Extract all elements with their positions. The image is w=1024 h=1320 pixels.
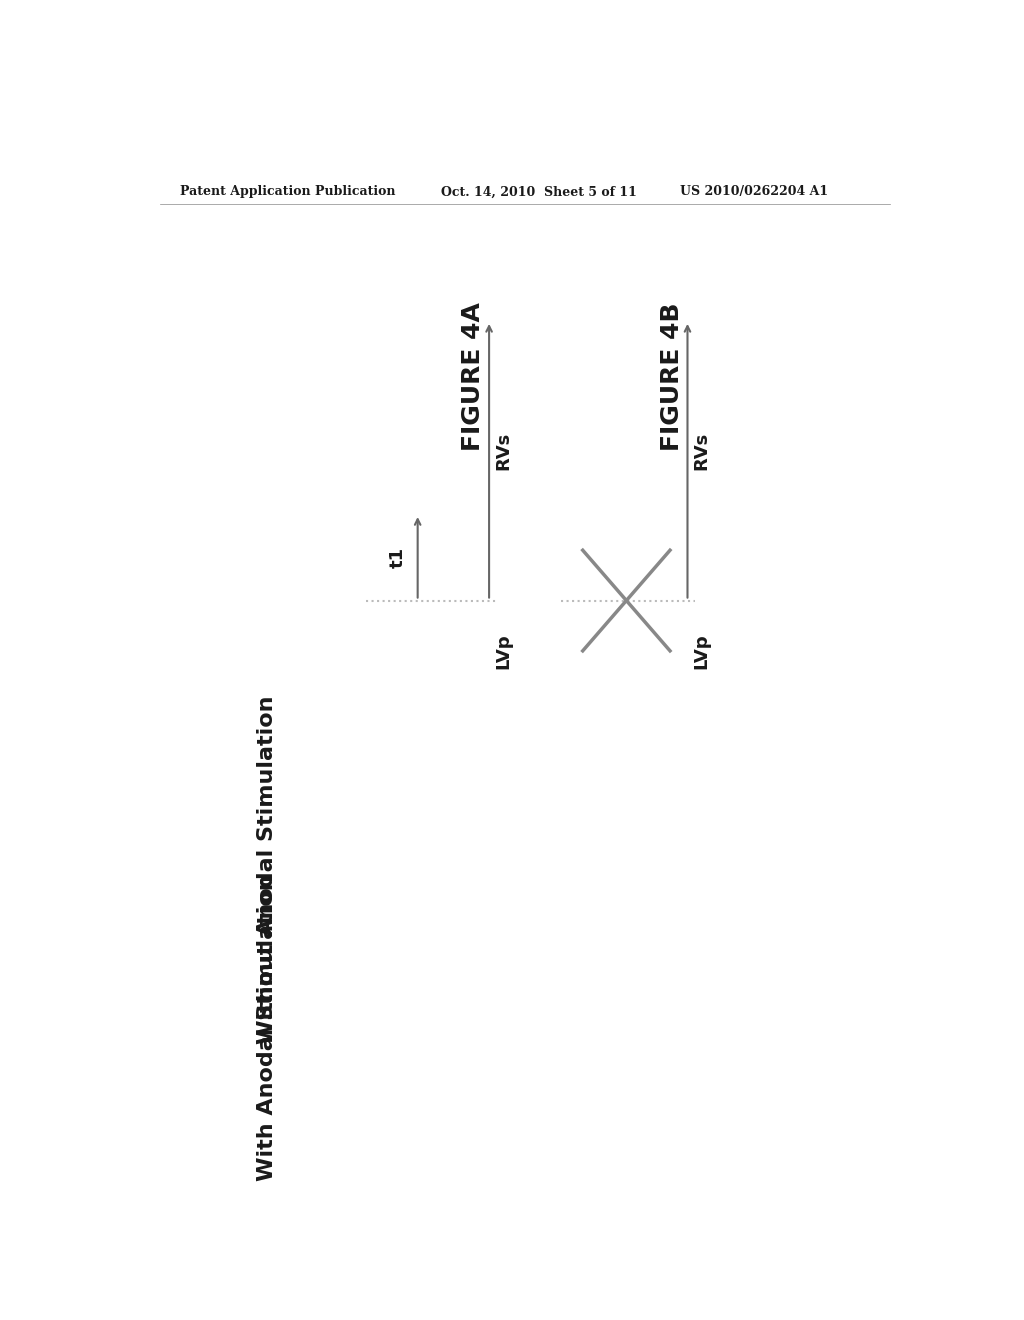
Text: RVs: RVs [495,432,512,470]
Text: Patent Application Publication: Patent Application Publication [179,185,395,198]
Text: RVs: RVs [693,432,711,470]
Text: LVp: LVp [495,634,512,669]
Text: US 2010/0262204 A1: US 2010/0262204 A1 [680,185,827,198]
Text: FIGURE 4A: FIGURE 4A [461,302,485,451]
Text: t1: t1 [389,546,407,568]
Text: LVp: LVp [693,634,711,669]
Text: Oct. 14, 2010  Sheet 5 of 11: Oct. 14, 2010 Sheet 5 of 11 [441,185,637,198]
Text: With Anodal Stimulation: With Anodal Stimulation [257,874,276,1180]
Text: FIGURE 4B: FIGURE 4B [659,302,684,451]
Text: Without Anodal Stimulation: Without Anodal Stimulation [257,696,276,1044]
